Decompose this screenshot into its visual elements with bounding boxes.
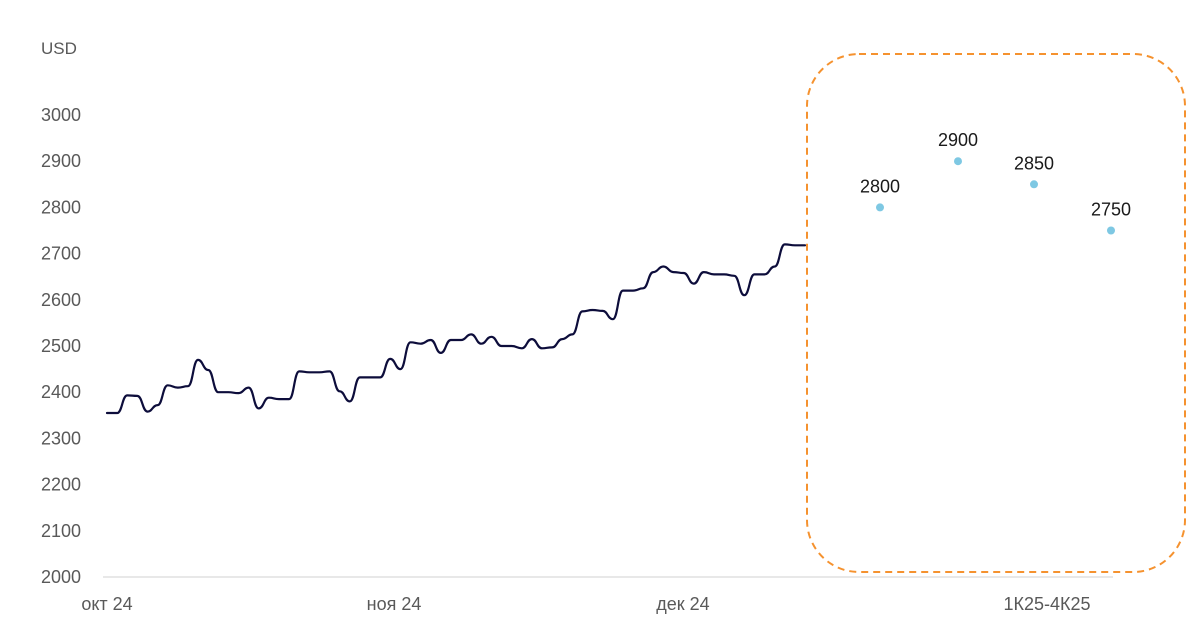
forecast-point-label: 2850 [1014,153,1054,173]
y-axis-unit-label: USD [41,39,77,58]
y-tick-label: 2100 [41,521,81,541]
forecast-point [1107,226,1115,235]
y-tick-label: 2300 [41,428,81,448]
x-tick-label: дек 24 [656,594,709,614]
forecast-highlight-box [806,53,1186,573]
forecast-point [876,203,884,212]
forecast-point-label: 2800 [860,176,900,196]
forecast-point [954,157,962,166]
x-axis-ticks: окт 24 ноя 24 дек 24 1К25-4К25 [81,594,1090,614]
forecast-points: 2800 2900 2850 2750 [860,130,1131,235]
y-tick-label: 2200 [41,475,81,495]
y-tick-label: 2700 [41,244,81,264]
y-tick-label: 2600 [41,290,81,310]
forecast-point [1030,180,1038,189]
y-tick-label: 2000 [41,567,81,587]
forecast-point-label: 2750 [1091,200,1131,220]
y-tick-label: 2900 [41,151,81,171]
price-line [105,243,807,415]
y-tick-label: 3000 [41,105,81,125]
y-axis-ticks: 2000 2100 2200 2300 2400 2500 2600 2700 2800 2900… [41,105,81,587]
y-tick-label: 2400 [41,382,81,402]
x-tick-label: ноя 24 [367,594,422,614]
y-tick-label: 2800 [41,197,81,217]
x-tick-label: окт 24 [81,594,132,614]
forecast-point-label: 2900 [938,130,978,150]
y-tick-label: 2500 [41,336,81,356]
x-tick-label: 1К25-4К25 [1003,594,1090,614]
